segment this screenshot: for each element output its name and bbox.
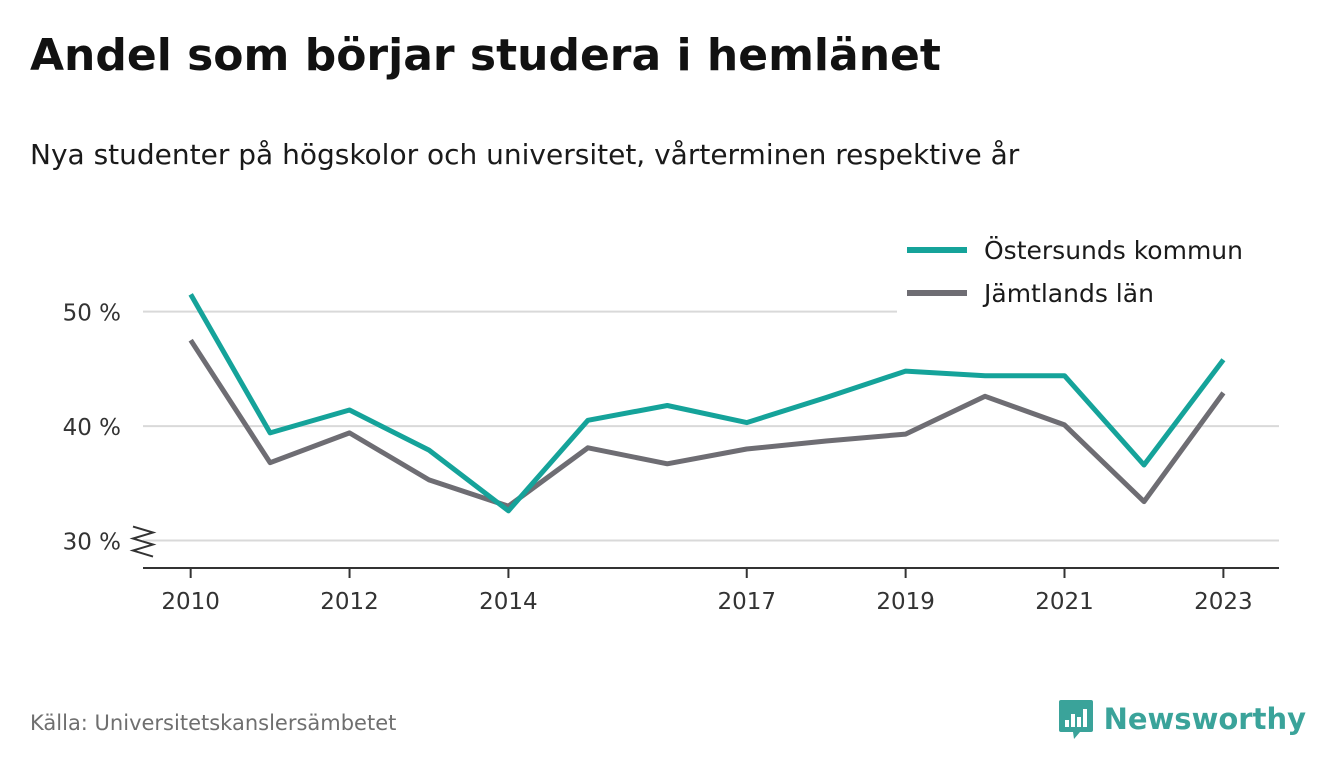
chart-title: Andel som börjar studera i hemlänet [30, 30, 941, 81]
x-tick-label: 2014 [479, 589, 538, 615]
axis-break-marker [129, 525, 157, 558]
legend-label: Jämtlands län [982, 279, 1154, 308]
legend-background [897, 228, 1282, 316]
newsworthy-logo: Newsworthy [1058, 698, 1306, 740]
series-line [188, 293, 1226, 514]
x-tick-label: 2019 [876, 589, 935, 615]
bar-chart-speech-bubble-icon [1058, 700, 1093, 739]
x-tick-label: 2010 [161, 589, 220, 615]
x-tick-label: 2017 [717, 589, 776, 615]
x-tick-label: 2021 [1035, 589, 1094, 615]
chart-subtitle: Nya studenter på högskolor och universit… [30, 138, 1020, 171]
legend-label: Östersunds kommun [984, 236, 1243, 265]
y-tick-label: 40 % [63, 415, 121, 441]
x-tick-label: 2012 [320, 589, 379, 615]
brand-name: Newsworthy [1103, 702, 1306, 736]
series-line [188, 338, 1226, 509]
source-note: Källa: Universitetskanslersämbetet [30, 711, 397, 735]
y-tick-label: 50 % [63, 301, 121, 327]
y-tick-label: 30 % [63, 530, 121, 556]
x-tick-label: 2023 [1194, 589, 1253, 615]
line-chart: 30 % 40 % 50 % 2010 2012 2014 2017 2019 2021 2023… [62, 228, 1282, 615]
